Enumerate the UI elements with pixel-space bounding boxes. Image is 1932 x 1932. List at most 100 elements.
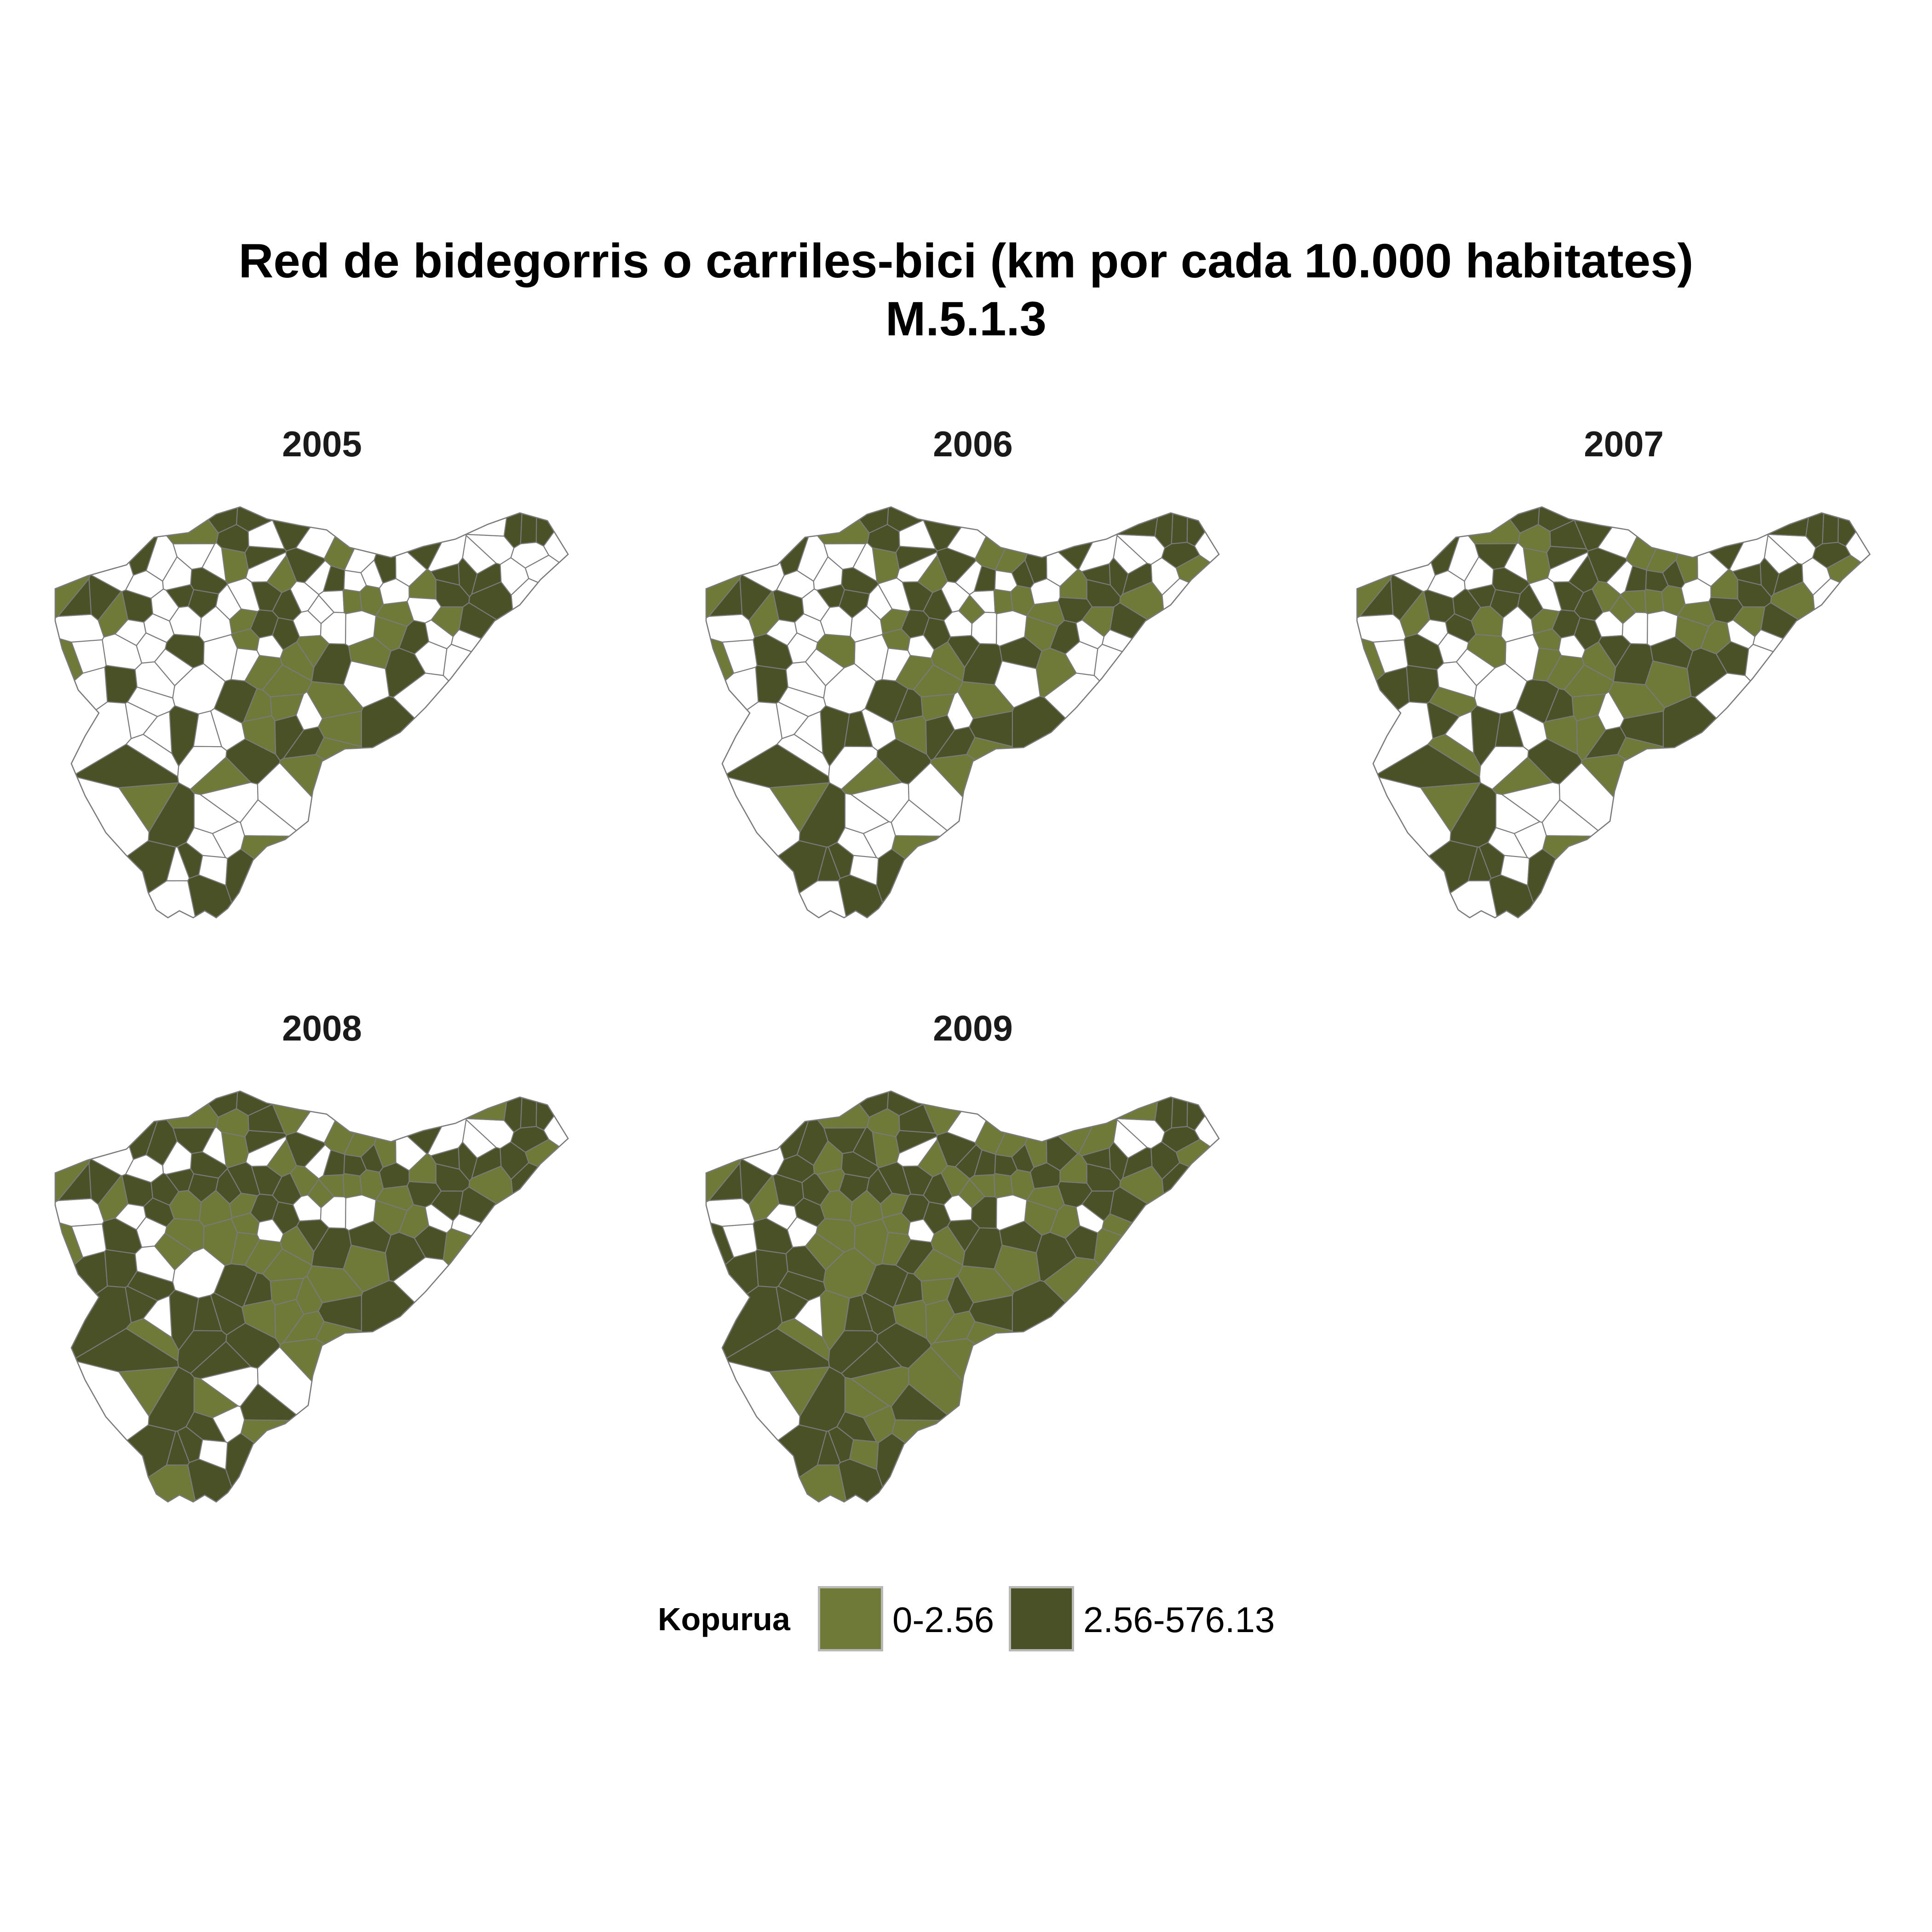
municipality-region [736,1464,851,1502]
municipality-region [805,1232,845,1271]
municipality-region [282,726,325,759]
municipality-region [1571,693,1606,722]
municipality-region [306,681,364,719]
municipality-region [216,523,249,553]
municipality-region [102,633,143,670]
municipality-region [221,547,249,585]
municipality-region [430,563,460,586]
municipality-region [1357,840,1478,918]
municipality-region [1694,673,1870,912]
municipality-region [736,880,851,918]
municipality-region [57,577,92,617]
municipality-region [902,1165,933,1196]
chart-subtitle: M.5.1.3 [885,292,1047,346]
map-2007 [1356,506,1871,919]
legend-key-low [818,1586,883,1651]
municipality-region [753,633,794,670]
municipality-region [296,1219,329,1253]
municipality-region [1542,835,1765,918]
municipality-region [828,842,854,879]
municipality-region [864,679,908,724]
municipality-region [1731,563,1762,586]
municipality-region [435,579,470,608]
municipality-region [535,1091,568,1131]
municipality-region [1608,681,1666,719]
municipality-region [994,1154,1018,1177]
municipality-region [230,628,260,651]
municipality-region [1737,579,1772,608]
municipality-region [864,1263,908,1308]
municipality-region [1518,523,1551,553]
municipality-region [1081,1147,1111,1170]
municipality-region [240,835,463,918]
municipality-region [524,554,568,615]
municipality-region [706,614,756,643]
municipality-region [1012,1280,1219,1502]
municipality-region [801,1173,830,1206]
municipality-region [1086,579,1121,608]
municipality-region [343,1154,367,1177]
municipality-region [920,1277,955,1306]
municipality-region [361,696,568,918]
municipality-region [543,507,568,600]
municipality-region [306,1265,364,1304]
municipality-region [933,726,976,759]
municipality-region [342,589,362,615]
municipality-region [1194,507,1219,600]
province-outline [54,506,569,919]
municipality-region [535,507,568,547]
municipality-region [443,1228,568,1432]
municipality-region [706,840,828,918]
municipality-region [1581,753,1739,908]
province-outline [54,1090,569,1503]
municipality-region [375,1185,414,1211]
municipality-region [177,842,203,879]
municipality-region [193,1377,239,1419]
municipality-region [216,1108,249,1138]
legend-title: Kopurua [658,1601,790,1637]
chart-title: Red de bidegorris o carriles-bici (km po… [238,234,1694,288]
municipality-region [706,1198,756,1227]
municipality-region [844,793,890,834]
legend-label-low: 0-2.56 [892,1599,995,1640]
municipality-region [140,1091,219,1129]
municipality-region [524,1138,568,1199]
municipality-region [1086,1163,1121,1192]
municipality-region [282,1310,325,1344]
municipality-region [142,1295,172,1339]
municipality-region [1043,673,1219,912]
municipality-region [435,1163,470,1192]
map-2006 [705,506,1220,919]
province-outline [705,1090,1220,1503]
municipality-region [930,1338,1088,1492]
municipality-region [1523,547,1551,585]
municipality-region [793,1295,823,1339]
municipality-region [177,1426,203,1463]
municipality-region [1081,563,1111,586]
municipality-region [1584,726,1627,759]
municipality-region [1495,793,1541,834]
municipality-region [1035,647,1077,698]
municipality-region [1162,1162,1219,1330]
municipality-region [443,644,568,848]
municipality-region [1162,578,1219,746]
municipality-region [828,1426,854,1463]
municipality-region [102,1218,143,1254]
municipality-region [1186,507,1219,547]
municipality-region [500,557,529,596]
municipality-region [867,1108,900,1138]
municipality-region [1532,628,1562,651]
municipality-region [343,569,367,592]
municipality-region [1186,1091,1219,1131]
municipality-region [957,681,1015,719]
municipality-region [1175,554,1219,615]
province-outline [705,506,1220,919]
municipality-region [1026,601,1065,627]
municipality-region [801,588,830,622]
municipality-region [392,673,568,912]
municipality-region [213,1263,258,1308]
municipality-region [1012,696,1219,918]
municipality-region [57,1162,92,1202]
municipality-region [511,578,568,746]
municipality-region [891,1419,1114,1502]
